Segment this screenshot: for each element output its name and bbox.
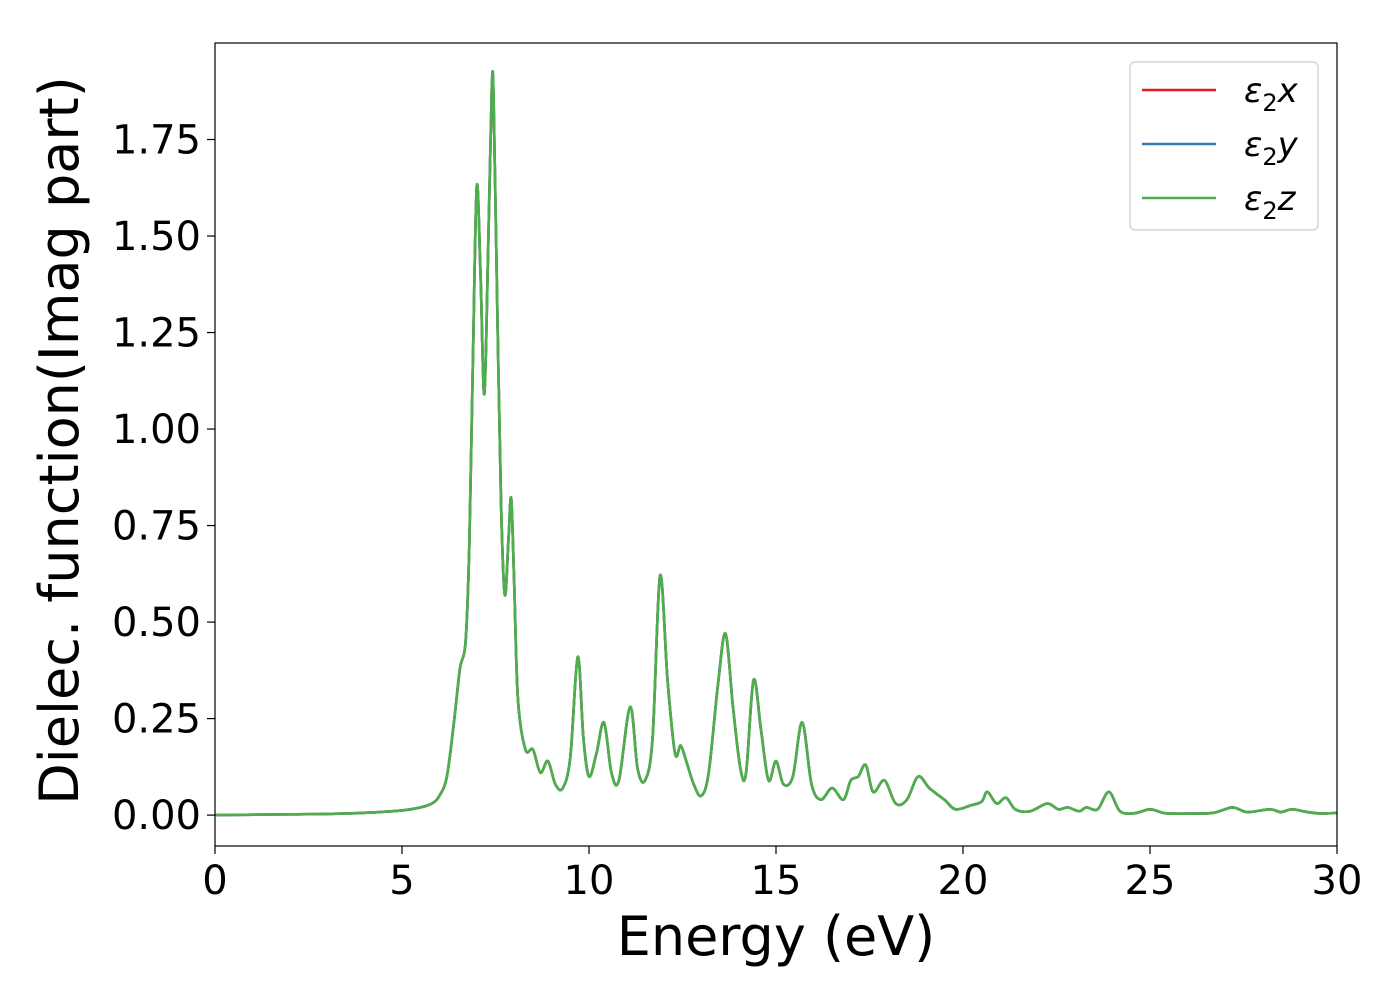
x-tick-label: 25	[1125, 858, 1176, 904]
y-tick-label: 1.75	[112, 118, 201, 164]
y-tick-label: 1.50	[112, 214, 201, 260]
legend-label-x: ε2x	[1244, 71, 1299, 117]
y-tick-label: 0.75	[112, 504, 201, 550]
y-axis: 0.00 0.25 0.50 0.75 1.00 1.25 1.50 1.75	[112, 118, 215, 839]
x-tick-label: 10	[564, 858, 615, 904]
legend-label-y: ε2y	[1244, 125, 1299, 171]
y-tick-label: 0.50	[112, 600, 201, 646]
x-tick-label: 20	[938, 858, 989, 904]
x-tick-label: 5	[389, 858, 414, 904]
y-tick-label: 1.00	[112, 407, 201, 453]
y-tick-label: 1.25	[112, 311, 201, 357]
y-tick-label: 0.00	[112, 793, 201, 839]
legend-box	[1129, 61, 1319, 231]
legend-label-z: ε2z	[1244, 179, 1297, 225]
x-axis: 0 5 10 15 20 25 30	[202, 846, 1362, 904]
x-tick-label: 30	[1312, 858, 1363, 904]
x-tick-label: 0	[202, 858, 227, 904]
legend: ε2x ε2y ε2z	[1129, 61, 1319, 231]
y-tick-label: 0.25	[112, 697, 201, 743]
x-axis-title: Energy (eV)	[617, 905, 936, 968]
x-tick-label: 15	[751, 858, 802, 904]
series-layer	[214, 70, 1338, 817]
y-axis-title: Dielec. function(Imag part)	[28, 76, 91, 805]
series-line-z	[214, 70, 1338, 817]
